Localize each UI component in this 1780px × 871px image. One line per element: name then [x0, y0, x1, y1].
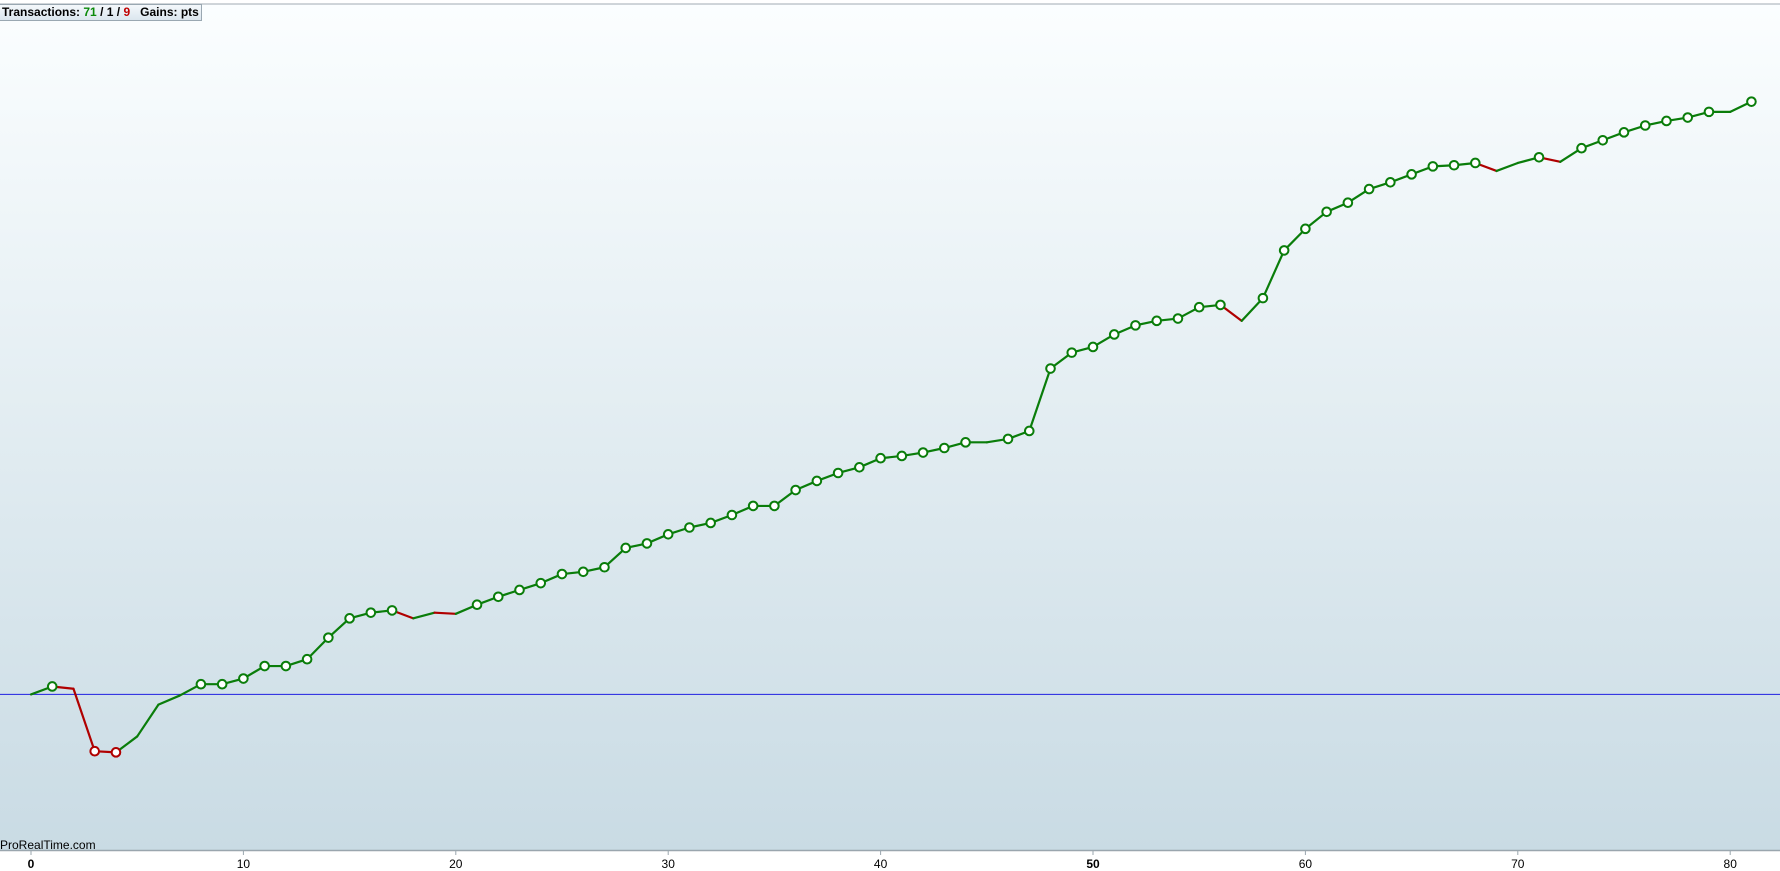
trade-marker	[662, 529, 674, 540]
trade-marker	[960, 437, 971, 448]
win-segment	[412, 611, 436, 620]
x-tick-label: 20	[449, 857, 463, 871]
x-tick-label: 30	[662, 857, 676, 871]
trade-marker	[1193, 301, 1205, 313]
trade-marker	[365, 607, 377, 618]
transactions-summary: Transactions: 71 / 1 / 9 Gains: pts	[0, 4, 202, 21]
trade-marker	[1427, 161, 1439, 172]
breakeven-count: 1	[106, 5, 114, 19]
trade-marker	[259, 660, 270, 672]
trade-marker	[684, 522, 695, 533]
loss-trade-marker	[89, 745, 101, 757]
trade-marker	[1746, 96, 1757, 107]
trade-marker	[769, 500, 780, 512]
trade-marker	[1300, 223, 1311, 235]
trade-marker	[323, 632, 334, 643]
trade-marker	[1278, 245, 1290, 256]
trade-marker	[1257, 292, 1269, 304]
trade-marker	[620, 542, 632, 554]
gains-label: Gains:	[140, 5, 178, 19]
losers-count: 9	[123, 5, 131, 19]
win-segment	[1261, 249, 1286, 300]
trade-marker	[1533, 152, 1545, 163]
trade-marker	[280, 660, 292, 672]
trade-marker	[726, 509, 738, 521]
gains-unit: pts	[180, 5, 199, 19]
trade-marker	[1172, 313, 1184, 324]
win-segment	[136, 703, 160, 738]
trade-marker	[1066, 347, 1078, 358]
trade-marker	[492, 591, 504, 603]
win-segment	[157, 694, 181, 706]
trade-marker	[1470, 157, 1481, 169]
x-tick-label: 80	[1724, 857, 1738, 871]
trade-marker	[386, 605, 398, 616]
trade-marker	[1597, 134, 1609, 146]
trade-marker	[1108, 329, 1120, 340]
x-tick-label: 40	[874, 857, 888, 871]
x-tick-label: 0	[28, 857, 35, 871]
trade-marker	[854, 462, 865, 473]
trade-marker	[577, 566, 589, 578]
brand-watermark: ProRealTime.com	[0, 838, 96, 852]
winners-count: 71	[83, 5, 97, 19]
trade-marker	[1342, 197, 1354, 209]
loss-trade-marker	[110, 747, 122, 758]
trade-marker	[216, 678, 228, 690]
trade-marker	[1045, 363, 1056, 374]
trade-marker	[875, 452, 886, 464]
trade-marker	[832, 467, 844, 479]
x-tick-label: 70	[1511, 857, 1525, 871]
trade-marker	[1002, 433, 1014, 445]
win-segment	[1028, 367, 1052, 433]
separator: /	[96, 5, 107, 19]
trade-marker	[1576, 142, 1587, 154]
trade-marker	[1703, 106, 1715, 118]
trade-marker	[939, 442, 950, 454]
trade-marker	[471, 599, 483, 611]
trade-marker	[1406, 169, 1417, 180]
trade-marker	[1448, 159, 1460, 171]
trade-marker	[46, 681, 58, 692]
trade-marker	[896, 450, 908, 462]
loss-segment	[433, 611, 457, 615]
trade-marker	[344, 613, 355, 624]
trade-marker	[1023, 425, 1035, 437]
trade-marker	[811, 475, 823, 487]
trade-marker	[1385, 176, 1396, 188]
win-segment	[1495, 161, 1519, 173]
x-tick-label: 50	[1086, 857, 1100, 871]
trade-marker	[790, 484, 801, 496]
trade-marker	[747, 500, 759, 512]
trade-marker	[1151, 315, 1163, 327]
x-tick-label: 10	[237, 857, 251, 871]
trade-marker	[1130, 320, 1141, 331]
trade-marker	[1639, 120, 1651, 131]
trade-marker	[1363, 183, 1375, 195]
x-tick-label: 60	[1299, 857, 1313, 871]
trade-marker	[1618, 127, 1630, 138]
trade-marker	[641, 538, 653, 549]
trade-marker	[238, 673, 249, 684]
trade-marker	[556, 568, 568, 580]
transactions-label: Transactions:	[2, 5, 81, 19]
separator: /	[113, 5, 124, 19]
trade-marker	[514, 584, 525, 596]
trade-marker	[535, 577, 547, 589]
trade-marker	[1321, 206, 1332, 218]
trade-marker	[1087, 341, 1099, 353]
trade-marker	[1682, 112, 1694, 123]
trade-marker	[917, 447, 929, 458]
trade-marker	[599, 561, 610, 573]
trade-marker	[301, 653, 313, 665]
trade-marker	[195, 678, 207, 690]
trade-marker	[1661, 115, 1672, 127]
trade-marker	[1215, 299, 1226, 311]
plot-background	[0, 4, 1780, 850]
loss-segment	[72, 687, 96, 753]
trade-marker	[705, 517, 716, 529]
